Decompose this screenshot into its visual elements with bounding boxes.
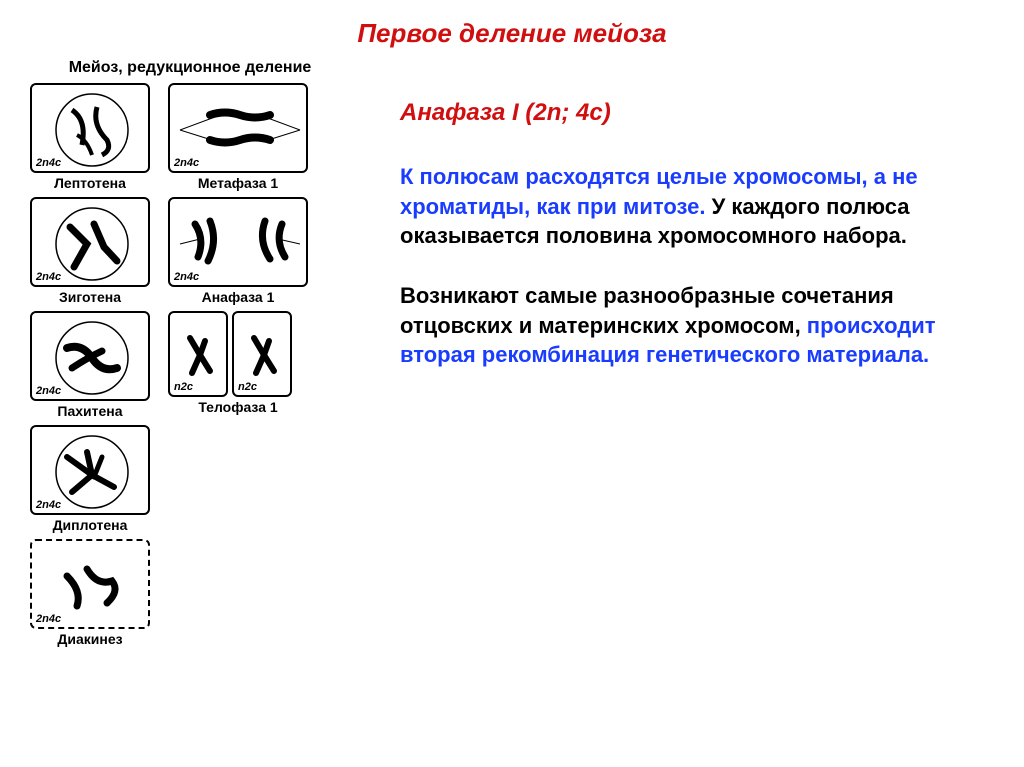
n-label: n2c [174,381,193,393]
left-phase-stack: 2n4c Лептотена 2n4c Зиготена [30,83,150,651]
phase-leptotena: 2n4c Лептотена [30,83,150,195]
phase-diakinez: 2n4c Диакинез [30,539,150,651]
diagram-column: Мейоз, редукционное деление 2n4c Лептоте… [30,59,350,651]
phase-label: Лептотена [30,175,150,191]
phase-pachitena: 2n4c Пахитена [30,311,150,423]
n-label: 2n4c [36,613,61,625]
n-label: 2n4c [36,385,61,397]
diagram-header: Мейоз, редукционное деление [30,59,350,77]
subtitle: Анафаза I (2n; 4c) [400,99,994,127]
phase-label: Зиготена [30,289,150,305]
phase-zigotena: 2n4c Зиготена [30,197,150,309]
paragraph-2: Возникают самые разнообразные сочетания … [400,281,994,370]
n-label: 2n4c [36,499,61,511]
phase-telophase1: n2c n2c Телофаза 1 [168,311,308,419]
text-column: Анафаза I (2n; 4c) К полюсам расходятся … [350,59,994,651]
phase-label: Пахитена [30,403,150,419]
right-phase-stack: 2n4c Метафаза 1 2n4c [168,83,308,651]
phase-label: Метафаза 1 [168,175,308,191]
phase-label: Диплотена [30,517,150,533]
phase-metaphase1: 2n4c Метафаза 1 [168,83,308,195]
main-title: Первое деление мейоза [0,0,1024,59]
diagram-grid: 2n4c Лептотена 2n4c Зиготена [30,83,350,651]
phase-label: Анафаза 1 [168,289,308,305]
n-label: 2n4c [36,271,61,283]
n-label: 2n4c [174,157,199,169]
n-label: n2c [238,381,257,393]
paragraph-1: К полюсам расходятся целые хромосомы, а … [400,162,994,251]
content-row: Мейоз, редукционное деление 2n4c Лептоте… [0,59,1024,651]
phase-label: Диакинез [30,631,150,647]
phase-anaphase1: 2n4c Анафаза 1 [168,197,308,309]
n-label: 2n4c [36,157,61,169]
phase-label: Телофаза 1 [168,399,308,415]
phase-diplotena: 2n4c Диплотена [30,425,150,537]
n-label: 2n4c [174,271,199,283]
